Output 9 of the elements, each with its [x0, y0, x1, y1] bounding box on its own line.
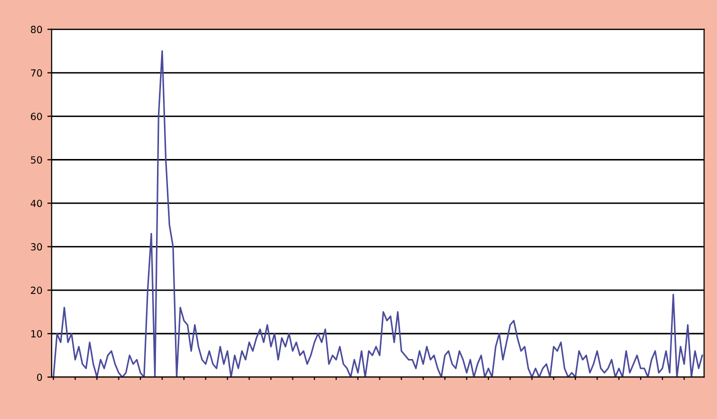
y-tick-label: 40: [30, 200, 42, 208]
y-tick-label: 10: [31, 330, 42, 338]
y-tick-label: 20: [30, 286, 42, 294]
y-tick-label: 50: [30, 156, 42, 164]
y-tick-label: 0: [37, 374, 42, 381]
y-tick-label: 80: [30, 26, 42, 34]
y-tick-label: 30: [30, 243, 42, 251]
y-tick-label: 70: [31, 69, 42, 77]
y-tick-label: 60: [30, 112, 42, 120]
